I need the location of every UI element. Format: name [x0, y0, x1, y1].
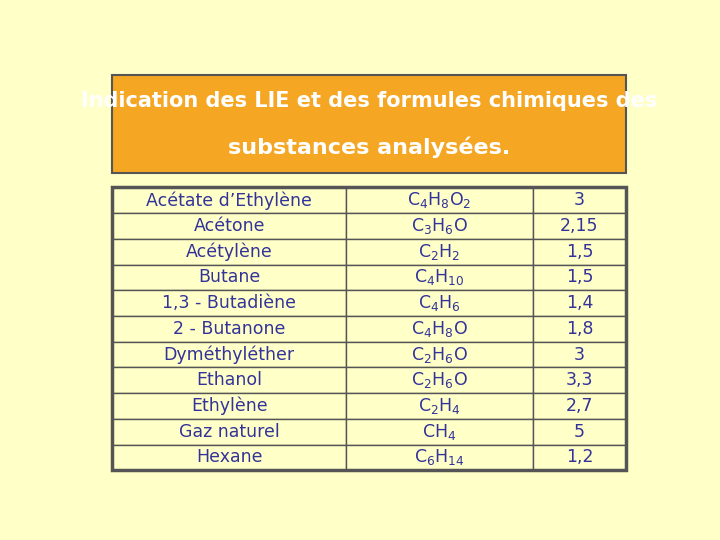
Bar	[112, 444, 346, 470]
Text: 5: 5	[574, 423, 585, 441]
Bar	[534, 393, 626, 419]
Bar	[346, 187, 534, 213]
Bar	[112, 187, 346, 213]
Bar	[112, 291, 346, 316]
Text: $\mathregular{C_4H_8O_2}$: $\mathregular{C_4H_8O_2}$	[408, 190, 472, 210]
Bar	[346, 265, 534, 291]
Bar	[112, 239, 346, 265]
Bar	[112, 367, 346, 393]
Text: Ethylène: Ethylène	[191, 397, 267, 415]
Text: Hexane: Hexane	[196, 448, 262, 467]
Text: $\mathregular{C_2H_2}$: $\mathregular{C_2H_2}$	[418, 242, 461, 262]
Bar	[346, 342, 534, 367]
Bar	[534, 265, 626, 291]
Bar	[534, 444, 626, 470]
Text: Acétate d’Ethylène: Acétate d’Ethylène	[146, 191, 312, 210]
Text: $\mathregular{C_4H_6}$: $\mathregular{C_4H_6}$	[418, 293, 461, 313]
Text: Acétone: Acétone	[194, 217, 265, 235]
Bar	[112, 213, 346, 239]
Text: $\mathregular{C_6H_{14}}$: $\mathregular{C_6H_{14}}$	[414, 447, 465, 467]
Bar	[346, 367, 534, 393]
Text: $\mathregular{C_2H_4}$: $\mathregular{C_2H_4}$	[418, 396, 461, 416]
Text: 1,5: 1,5	[566, 268, 593, 286]
Bar	[534, 367, 626, 393]
Bar	[346, 316, 534, 342]
Text: 3: 3	[574, 346, 585, 363]
Bar	[112, 316, 346, 342]
Text: 2,15: 2,15	[560, 217, 599, 235]
Bar	[112, 393, 346, 419]
Text: substances analysées.: substances analysées.	[228, 136, 510, 158]
Bar	[534, 342, 626, 367]
Text: 3,3: 3,3	[566, 371, 593, 389]
Text: Indication des LIE et des formules chimiques des: Indication des LIE et des formules chimi…	[81, 91, 657, 111]
Text: 1,3 - Butadiène: 1,3 - Butadiène	[162, 294, 296, 312]
Text: 1,2: 1,2	[566, 448, 593, 467]
Bar	[534, 316, 626, 342]
Text: 1,5: 1,5	[566, 242, 593, 261]
Bar	[112, 187, 626, 470]
Bar	[534, 419, 626, 444]
Bar	[346, 393, 534, 419]
Bar	[534, 213, 626, 239]
Bar	[112, 419, 346, 444]
Bar	[534, 187, 626, 213]
Text: Dyméthyléther: Dyméthyléther	[163, 345, 294, 364]
Bar	[346, 291, 534, 316]
Bar	[534, 291, 626, 316]
Bar	[346, 213, 534, 239]
Bar	[534, 239, 626, 265]
Bar	[112, 342, 346, 367]
Text: $\mathregular{C_2H_6O}$: $\mathregular{C_2H_6O}$	[411, 345, 468, 364]
Text: 1,8: 1,8	[566, 320, 593, 338]
Text: $\mathregular{CH_4}$: $\mathregular{CH_4}$	[423, 422, 456, 442]
Text: $\mathregular{C_3H_6O}$: $\mathregular{C_3H_6O}$	[411, 216, 468, 236]
Text: Gaz naturel: Gaz naturel	[179, 423, 279, 441]
Text: 1,4: 1,4	[566, 294, 593, 312]
Bar	[346, 419, 534, 444]
Bar	[112, 265, 346, 291]
Bar	[346, 444, 534, 470]
Text: Acétylène: Acétylène	[186, 242, 272, 261]
Bar	[112, 75, 626, 173]
Bar	[346, 239, 534, 265]
Text: $\mathregular{C_4H_{10}}$: $\mathregular{C_4H_{10}}$	[415, 267, 465, 287]
Text: 2 - Butanone: 2 - Butanone	[173, 320, 285, 338]
Text: $\mathregular{C_4H_8O}$: $\mathregular{C_4H_8O}$	[411, 319, 468, 339]
Text: Butane: Butane	[198, 268, 260, 286]
Text: $\mathregular{C_2H_6O}$: $\mathregular{C_2H_6O}$	[411, 370, 468, 390]
Text: 2,7: 2,7	[566, 397, 593, 415]
Text: 3: 3	[574, 191, 585, 210]
Text: Ethanol: Ethanol	[196, 371, 262, 389]
